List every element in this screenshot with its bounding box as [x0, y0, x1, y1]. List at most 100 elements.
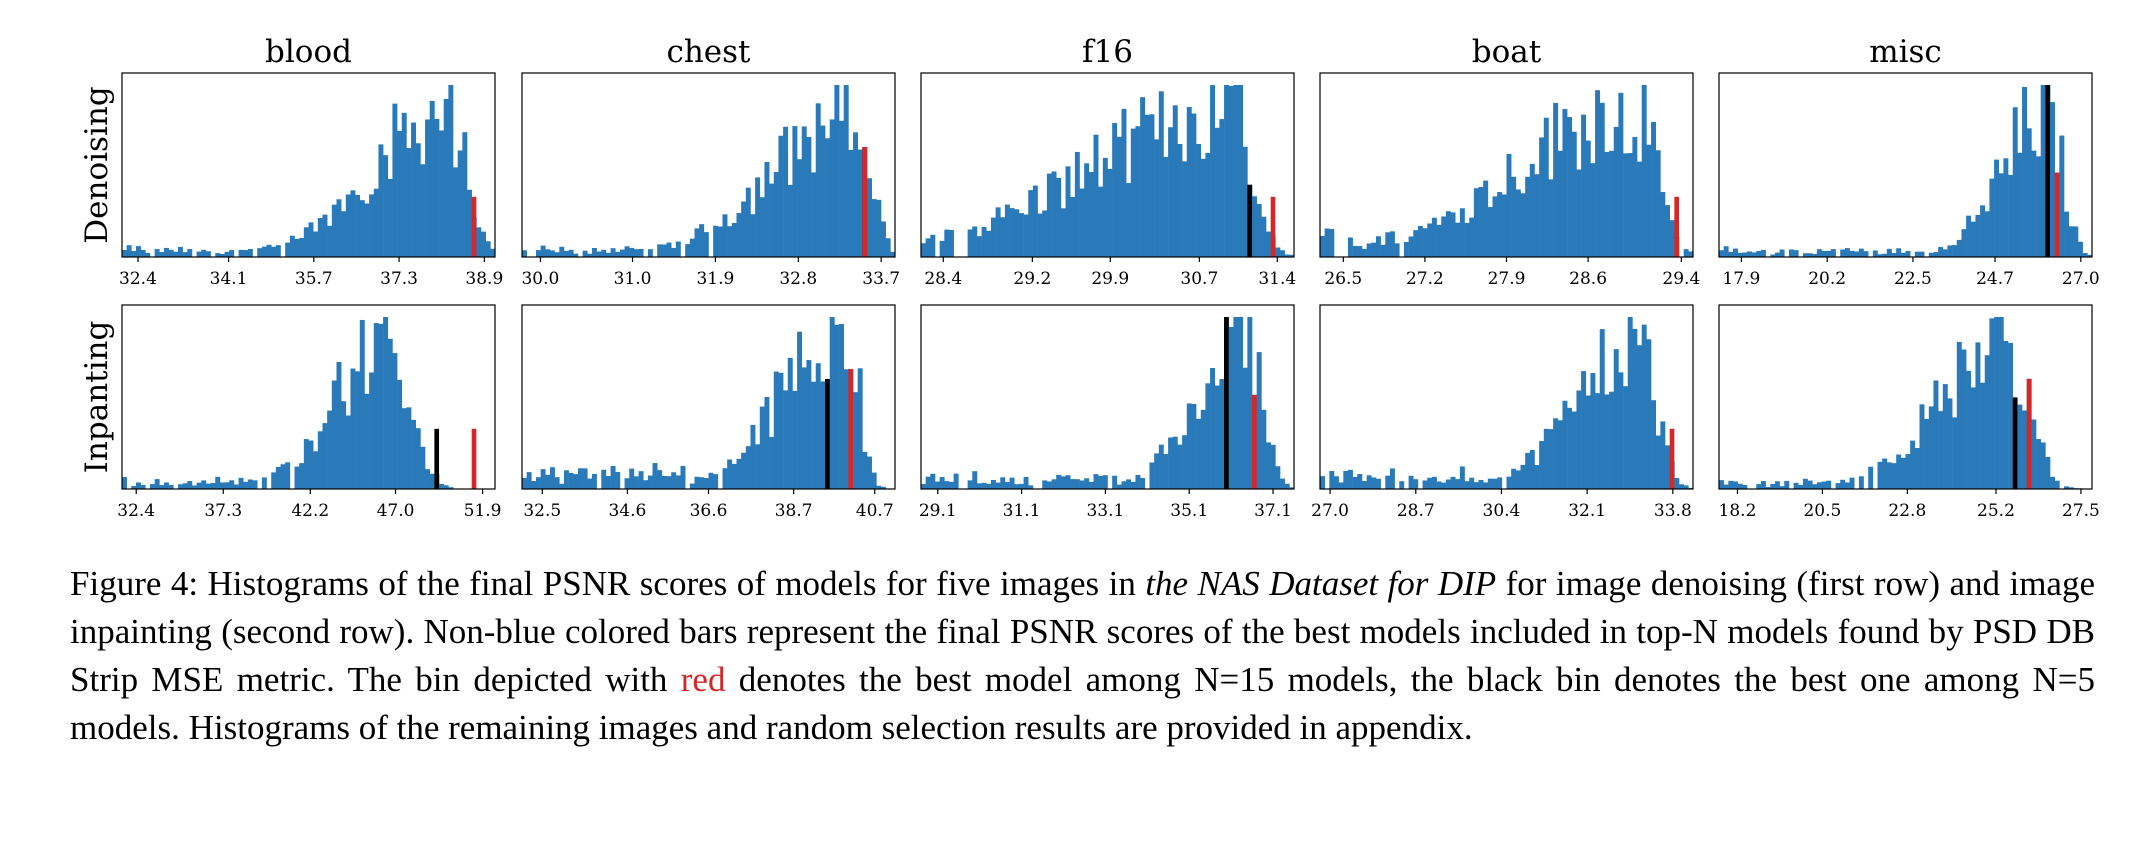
histogram-bar — [629, 468, 635, 489]
histogram-bar — [1266, 231, 1271, 257]
histogram-bar — [373, 188, 379, 257]
histogram-bar — [815, 103, 821, 257]
histogram-bar — [1329, 471, 1335, 489]
histogram-bar — [857, 149, 863, 257]
x-tick-label: 22.5 — [1894, 269, 1932, 289]
histogram-bar — [448, 487, 454, 489]
caption-red-word: red — [680, 660, 726, 699]
histogram-bar — [661, 244, 667, 257]
histogram-bar — [694, 228, 700, 257]
histogram-bar — [1651, 121, 1656, 257]
best-top5-bin — [2045, 85, 2051, 257]
histogram-bar — [215, 253, 221, 257]
histogram-bar — [1613, 126, 1619, 257]
histogram-bar — [981, 482, 987, 489]
histogram-bar — [411, 419, 417, 489]
histogram-bar — [881, 221, 886, 257]
histogram-bar — [717, 226, 723, 257]
histogram-bar — [1107, 168, 1113, 257]
histogram-bar — [1154, 139, 1160, 257]
histogram-bar — [1205, 152, 1211, 257]
histogram-bar — [1441, 482, 1447, 489]
histogram-bar — [829, 119, 835, 258]
histogram-bar — [1445, 211, 1451, 257]
x-tick-label: 25.2 — [1977, 501, 2015, 520]
histogram-bar — [1492, 196, 1498, 257]
histogram-bar — [131, 486, 137, 489]
histogram-bar — [1896, 248, 1902, 257]
histogram-bar — [257, 248, 263, 257]
histogram-bar — [392, 353, 398, 489]
histogram-bar — [1126, 479, 1132, 489]
histogram-bar — [1459, 208, 1465, 257]
panel-frame — [521, 72, 896, 258]
histogram-bar — [420, 164, 426, 257]
x-tick-label: 29.4 — [1662, 269, 1700, 289]
histogram-bar — [1877, 254, 1883, 257]
histogram-bar — [1102, 157, 1108, 257]
histogram-bar — [1802, 253, 1808, 257]
histogram-bar — [378, 144, 384, 257]
histogram-bar — [1046, 481, 1052, 489]
histogram-bar — [131, 251, 137, 257]
histogram-bar — [1585, 140, 1591, 257]
histogram-bar — [196, 482, 202, 489]
x-tick-label: 32.8 — [779, 269, 817, 289]
histogram-bar — [2017, 152, 2023, 257]
histogram-bar — [1375, 236, 1381, 257]
histogram-bar — [229, 480, 235, 489]
histogram-bar — [689, 238, 695, 257]
histogram-bar — [629, 247, 635, 257]
histogram-bar — [582, 250, 588, 257]
histogram-bar — [2031, 150, 2037, 257]
histogram-bar — [1357, 474, 1363, 489]
histogram-bar — [159, 485, 165, 489]
histogram-bar — [1534, 174, 1540, 257]
histogram-bar — [1914, 448, 1920, 489]
histogram-bar — [522, 477, 527, 489]
histogram-bar — [187, 249, 193, 257]
histogram-bar — [1604, 394, 1610, 489]
histogram-bar — [182, 252, 188, 257]
histogram-bar — [1719, 480, 1724, 489]
histogram-bar — [1779, 249, 1785, 257]
best-top15-bin — [2054, 172, 2060, 257]
histogram-bar — [2078, 241, 2083, 257]
histogram-bar — [643, 480, 649, 489]
histogram-bar — [308, 440, 314, 489]
histogram-bar — [149, 484, 155, 489]
histogram-bar — [727, 226, 733, 257]
histogram-bar — [271, 246, 277, 257]
histogram-bar — [1947, 398, 1953, 489]
histogram-figure: blood chest f16 boat misc Denoising Inpanting… — [79, 34, 2100, 520]
histogram-bar — [522, 250, 527, 257]
panel-frame — [121, 304, 496, 490]
panel-frame — [920, 72, 1295, 258]
histogram-bar — [759, 406, 765, 489]
histogram-bar — [1511, 468, 1517, 489]
histogram-bar — [921, 243, 926, 257]
histogram-bar — [1422, 228, 1428, 257]
histogram-bar — [2064, 211, 2069, 257]
histogram-bar — [1102, 475, 1108, 489]
histogram-bar — [313, 231, 319, 257]
histogram-bar — [1130, 481, 1136, 489]
histogram-bar — [1905, 250, 1911, 257]
histogram-bar — [1576, 390, 1582, 489]
histogram-bar — [876, 485, 882, 489]
histogram-bar — [313, 451, 319, 489]
histogram-bar — [1756, 250, 1762, 257]
histogram-bar — [549, 467, 555, 489]
histogram-bar — [1938, 247, 1944, 257]
histogram-bar — [1270, 444, 1276, 489]
histogram-bar — [201, 249, 207, 257]
x-tick-label: 47.0 — [377, 501, 415, 520]
histogram-bar — [1877, 461, 1883, 489]
histogram-panel-boat-denoising: 26.5 27.2 27.9 28.6 29.4 — [1319, 72, 1700, 289]
histogram-bar — [1242, 146, 1248, 257]
histogram-bar — [797, 331, 803, 489]
histogram-bar — [140, 485, 146, 489]
histogram-bar — [1891, 463, 1897, 489]
histogram-bar — [806, 136, 812, 257]
histogram-bar — [1760, 480, 1766, 489]
